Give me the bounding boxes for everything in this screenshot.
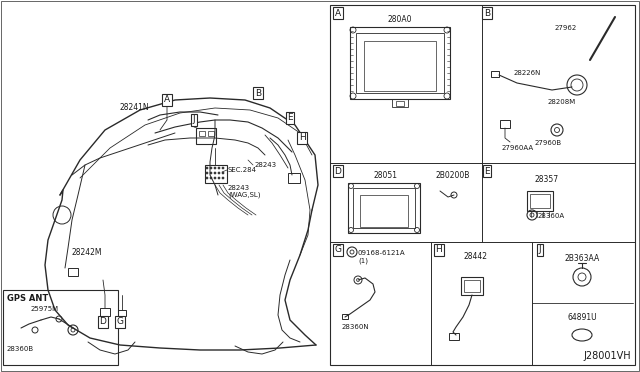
Text: 28241N: 28241N bbox=[120, 103, 150, 112]
Bar bbox=[208, 131, 214, 136]
Text: G: G bbox=[116, 317, 124, 327]
Circle shape bbox=[210, 172, 212, 174]
Circle shape bbox=[218, 167, 220, 169]
Text: E: E bbox=[287, 113, 293, 122]
Bar bbox=[449, 333, 459, 340]
Bar bbox=[364, 41, 436, 91]
Bar bbox=[100, 308, 110, 316]
Text: D: D bbox=[335, 167, 341, 176]
Circle shape bbox=[218, 172, 220, 174]
Text: 27962: 27962 bbox=[555, 25, 577, 31]
Text: B: B bbox=[484, 9, 490, 17]
Text: (1): (1) bbox=[358, 257, 368, 263]
Bar bbox=[196, 128, 216, 144]
Text: 2B363AA: 2B363AA bbox=[564, 254, 600, 263]
Text: SEC.284: SEC.284 bbox=[228, 167, 257, 173]
Text: 28208M: 28208M bbox=[548, 99, 576, 105]
Bar bbox=[199, 131, 205, 136]
Text: 28360A: 28360A bbox=[538, 213, 565, 219]
Circle shape bbox=[214, 167, 216, 169]
Text: 27960B: 27960B bbox=[535, 140, 562, 146]
Text: (WAG,SL): (WAG,SL) bbox=[228, 192, 260, 199]
Text: J28001VH: J28001VH bbox=[584, 351, 631, 361]
Bar bbox=[461, 277, 483, 295]
Text: G: G bbox=[335, 246, 342, 254]
Text: H: H bbox=[436, 246, 442, 254]
Text: 09168-6121A: 09168-6121A bbox=[358, 250, 406, 256]
Bar bbox=[530, 194, 550, 208]
Bar bbox=[288, 173, 300, 183]
Text: 28243: 28243 bbox=[255, 162, 277, 168]
Bar bbox=[68, 268, 78, 276]
Text: A: A bbox=[164, 96, 170, 105]
Circle shape bbox=[222, 177, 224, 179]
Bar bbox=[205, 165, 227, 183]
Bar bbox=[396, 101, 404, 106]
Circle shape bbox=[206, 172, 208, 174]
Bar bbox=[330, 5, 635, 365]
Bar bbox=[392, 99, 408, 107]
Bar bbox=[348, 183, 420, 233]
Bar bbox=[3, 290, 118, 365]
Bar bbox=[118, 310, 126, 316]
Text: 27960AA: 27960AA bbox=[502, 145, 534, 151]
Circle shape bbox=[222, 167, 224, 169]
Bar bbox=[500, 120, 510, 128]
Text: 25975M: 25975M bbox=[31, 306, 59, 312]
Bar bbox=[360, 195, 408, 227]
Text: 28442: 28442 bbox=[464, 252, 488, 261]
Text: J: J bbox=[193, 115, 195, 125]
Circle shape bbox=[210, 177, 212, 179]
Circle shape bbox=[214, 172, 216, 174]
Text: 28051: 28051 bbox=[373, 171, 397, 180]
Text: E: E bbox=[484, 167, 490, 176]
Text: J: J bbox=[539, 246, 541, 254]
Bar bbox=[491, 71, 499, 77]
Bar bbox=[350, 27, 450, 99]
Text: GPS ANT: GPS ANT bbox=[7, 294, 48, 303]
Text: 280A0: 280A0 bbox=[388, 15, 412, 24]
Text: 2B0200B: 2B0200B bbox=[435, 171, 469, 180]
Text: 28360B: 28360B bbox=[7, 346, 34, 352]
Circle shape bbox=[218, 177, 220, 179]
Bar bbox=[527, 191, 553, 211]
Text: 28357: 28357 bbox=[535, 175, 559, 184]
Circle shape bbox=[222, 172, 224, 174]
Bar bbox=[353, 188, 415, 228]
Text: 28243: 28243 bbox=[228, 185, 250, 191]
Circle shape bbox=[206, 177, 208, 179]
Circle shape bbox=[206, 167, 208, 169]
Bar bbox=[464, 280, 480, 292]
Text: D: D bbox=[100, 317, 106, 327]
Text: 28242M: 28242M bbox=[72, 248, 102, 257]
Text: 28226N: 28226N bbox=[513, 70, 541, 76]
Circle shape bbox=[214, 177, 216, 179]
Bar bbox=[342, 314, 348, 319]
Text: B: B bbox=[255, 89, 261, 97]
Text: H: H bbox=[299, 134, 305, 142]
Text: 28360N: 28360N bbox=[341, 324, 369, 330]
Circle shape bbox=[210, 167, 212, 169]
Text: 64891U: 64891U bbox=[567, 313, 597, 322]
Bar bbox=[356, 33, 444, 93]
Text: A: A bbox=[335, 9, 341, 17]
